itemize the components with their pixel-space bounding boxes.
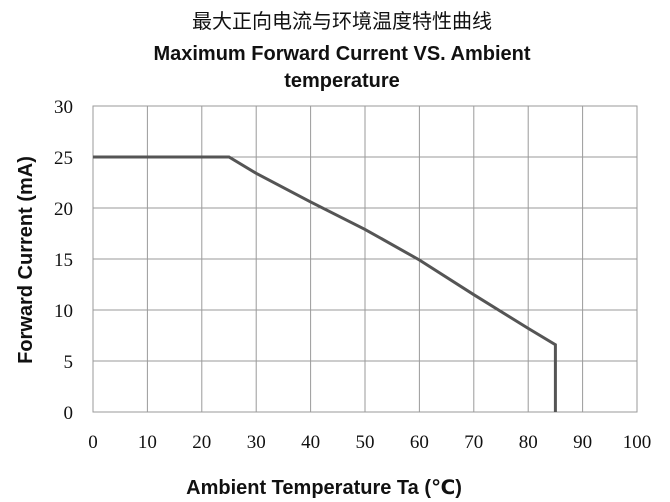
x-tick-label: 100: [623, 432, 652, 453]
x-tick-label: 80: [519, 432, 538, 453]
y-tick-label: 20: [54, 199, 73, 220]
x-tick-label: 20: [192, 432, 211, 453]
series-layer: [93, 155, 557, 412]
y-tick-label: 25: [54, 148, 73, 169]
y-axis-title: Forward Current (mA): [15, 156, 37, 364]
x-axis-title: Ambient Temperature Ta (℃): [186, 477, 462, 499]
x-tick-label: 60: [410, 432, 429, 453]
x-tick-label: 70: [464, 432, 483, 453]
x-tick-label: 30: [247, 432, 266, 453]
x-tick-label: 50: [356, 432, 375, 453]
chart-title-english-line1: Maximum Forward Current VS. Ambient: [153, 43, 530, 65]
x-tick-label: 90: [573, 432, 592, 453]
x-tick-label: 0: [88, 432, 98, 453]
series-line: [93, 155, 557, 412]
y-tick-label: 5: [64, 352, 74, 373]
x-axis-ticks: 0 10 20 30 40 50 60 70 80 90 100: [88, 432, 651, 453]
plot-area-frame: [92, 105, 638, 413]
chart-title-chinese: 最大正向电流与环境温度特性曲线: [192, 9, 492, 33]
y-tick-label: 10: [54, 301, 73, 322]
chart-title-english-line2: temperature: [284, 70, 400, 92]
y-tick-label: 15: [54, 250, 73, 271]
x-tick-label: 40: [301, 432, 320, 453]
y-axis-ticks: 0 5 10 15 20 25 30: [54, 97, 73, 424]
x-tick-label: 10: [138, 432, 157, 453]
y-tick-label: 30: [54, 97, 73, 118]
y-tick-label: 0: [64, 403, 74, 424]
